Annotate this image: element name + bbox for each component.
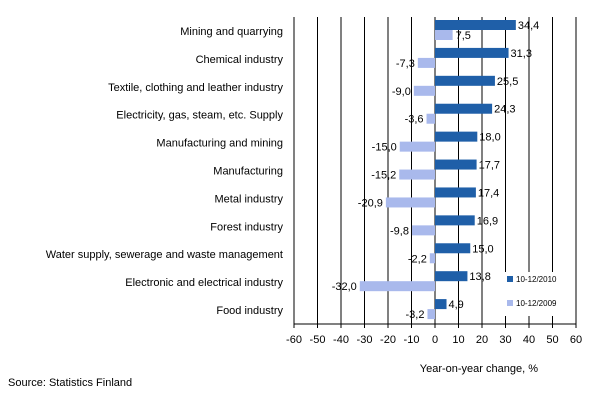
value-label-2009: -3,6 (405, 114, 424, 126)
value-label-2010: 34,4 (518, 20, 539, 32)
value-label-2010: 31,3 (511, 48, 532, 60)
category-label: Chemical industry (196, 54, 284, 66)
bar-2009 (399, 169, 435, 180)
bar-2009 (399, 141, 435, 152)
bar-2009 (413, 85, 435, 96)
bar-2010 (435, 103, 493, 114)
value-label-2009: -15,0 (372, 142, 397, 154)
x-tick-label: 40 (523, 334, 535, 346)
value-label-2009: -20,9 (358, 197, 383, 209)
value-label-2010: 15,0 (472, 243, 493, 255)
category-label: Textile, clothing and leather industry (108, 82, 283, 94)
value-label-2009: -15,2 (371, 170, 396, 182)
x-tick-label: 60 (570, 334, 582, 346)
x-tick-label: -20 (380, 334, 396, 346)
x-axis-title: Year-on-year change, % (420, 363, 538, 375)
x-tick-label: 50 (546, 334, 558, 346)
value-label-2009: -2,2 (408, 253, 427, 265)
value-label-2009: -9,0 (392, 86, 411, 98)
value-label-2009: 7,5 (456, 30, 471, 42)
x-tick-label: 30 (499, 334, 511, 346)
category-label: Manufacturing and mining (156, 138, 283, 150)
bar-2009 (417, 57, 435, 68)
category-label: Forest industry (210, 221, 283, 233)
x-tick-label: 10 (452, 334, 464, 346)
legend-label: 10-12/2010 (516, 275, 557, 284)
value-label-2010: 16,9 (477, 215, 498, 227)
bar-2009 (429, 253, 435, 264)
bar-2010 (435, 215, 475, 226)
bar-2010 (435, 187, 476, 198)
legend: 10-12/2010 10-12/2009 (503, 272, 575, 316)
category-label: Metal industry (215, 193, 284, 205)
legend-label: 10-12/2009 (516, 299, 557, 308)
bar-2010 (435, 243, 471, 254)
bar-2009 (435, 30, 453, 40)
x-tick-label: -60 (286, 334, 302, 346)
value-label-2009: -3,2 (406, 309, 425, 321)
value-label-2010: 17,7 (479, 160, 500, 172)
x-tick-label: -50 (310, 334, 326, 346)
value-label-2010: 17,4 (478, 187, 499, 199)
legend-swatch (507, 276, 513, 282)
value-label-2010: 4,9 (449, 299, 464, 311)
bars (359, 20, 516, 320)
source-note: Source: Statistics Finland (8, 377, 132, 389)
value-label-2010: 25,5 (497, 76, 518, 88)
bar-2010 (435, 299, 447, 310)
category-label: Electronic and electrical industry (125, 277, 283, 289)
value-label-2009: -9,8 (390, 225, 409, 237)
value-label-2009: -32,0 (332, 281, 357, 293)
bar-2010 (435, 271, 468, 282)
x-tick-label: -40 (333, 334, 349, 346)
category-label: Food industry (216, 305, 283, 317)
value-label-2009: -7,3 (396, 58, 415, 70)
bar-2009 (411, 225, 435, 236)
bar-2010 (435, 131, 478, 142)
bar-2009 (359, 281, 435, 292)
value-label-2010: 24,3 (494, 104, 515, 116)
legend-background (503, 272, 575, 316)
labels: Mining and quarrying 34,4 7,5 Chemical indu… (46, 20, 540, 321)
bar-2010 (435, 159, 477, 170)
bar-2010 (435, 20, 516, 30)
bar-2009 (426, 113, 435, 124)
x-tick-label: 20 (476, 334, 488, 346)
bar-2010 (435, 47, 509, 58)
category-label: Water supply, sewerage and waste managem… (46, 249, 283, 261)
legend-swatch (507, 300, 513, 306)
bar-2009 (427, 309, 435, 320)
x-tick-label: -10 (404, 334, 420, 346)
bar-2009 (385, 197, 435, 208)
value-label-2010: 13,8 (469, 271, 490, 283)
category-label: Manufacturing (213, 166, 283, 178)
value-label-2010: 18,0 (479, 132, 500, 144)
category-label: Electricity, gas, steam, etc. Supply (116, 110, 283, 122)
x-tick-label: -30 (357, 334, 373, 346)
category-label: Mining and quarrying (180, 26, 283, 38)
bar-2010 (435, 75, 495, 86)
x-tick-label: 0 (432, 334, 438, 346)
